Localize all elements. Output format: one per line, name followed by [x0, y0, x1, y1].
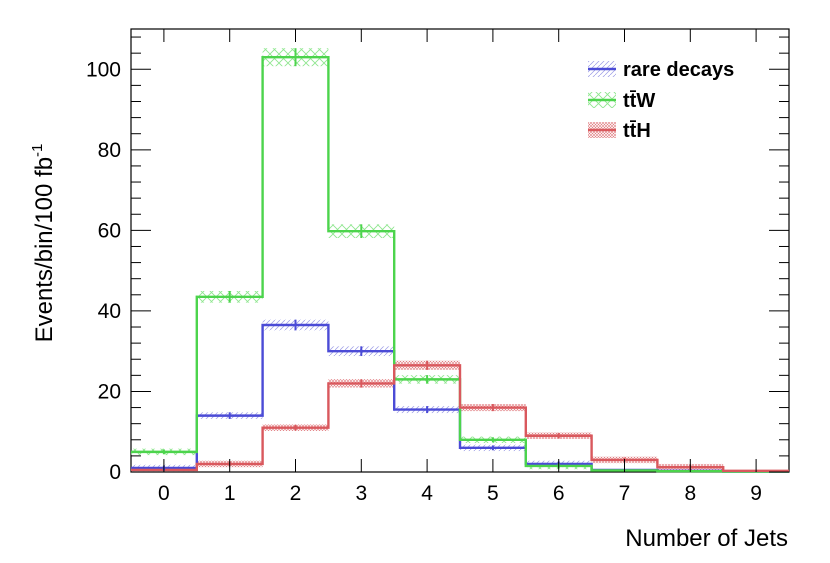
plot-frame: [130, 28, 790, 473]
y-tick-labels: 0 20 40 60 80 100: [86, 58, 121, 484]
x-tick-label: 5: [487, 482, 499, 505]
x-tick-label: 4: [421, 482, 433, 505]
x-tick-label: 8: [684, 482, 696, 505]
legend: rare decays tt̄W tt̄H: [588, 59, 734, 142]
legend-label: rare decays: [623, 59, 734, 81]
x-tick-label: 9: [750, 482, 762, 505]
x-tick-labels: 0 1 2 3 4 5 6 7 8 9: [158, 482, 762, 505]
y-tick-label: 20: [98, 380, 121, 403]
series-lines: [131, 55, 789, 473]
y-tick-label: 60: [98, 219, 121, 242]
axis-ticks: [131, 29, 789, 473]
y-tick-label: 100: [86, 58, 121, 81]
y-axis-title: Events/bin/100 fb-1: [29, 144, 58, 343]
series-line-1: [131, 55, 789, 473]
x-axis-title: Number of Jets: [625, 525, 788, 552]
x-tick-label: 7: [619, 482, 631, 505]
error-bars: [162, 48, 692, 471]
x-tick-label: 1: [224, 482, 236, 505]
y-tick-label: 40: [98, 300, 121, 323]
plot-frame-rect: [130, 28, 790, 473]
legend-label: tt̄H: [623, 120, 651, 142]
x-tick-label: 0: [158, 482, 170, 505]
x-tick-label: 2: [290, 482, 302, 505]
x-tick-label: 6: [553, 482, 565, 505]
legend-label: tt̄W: [623, 90, 655, 112]
series-line-2: [131, 364, 789, 472]
y-tick-label: 80: [98, 139, 121, 162]
y-tick-label: 0: [109, 461, 121, 484]
x-tick-label: 3: [355, 482, 367, 505]
